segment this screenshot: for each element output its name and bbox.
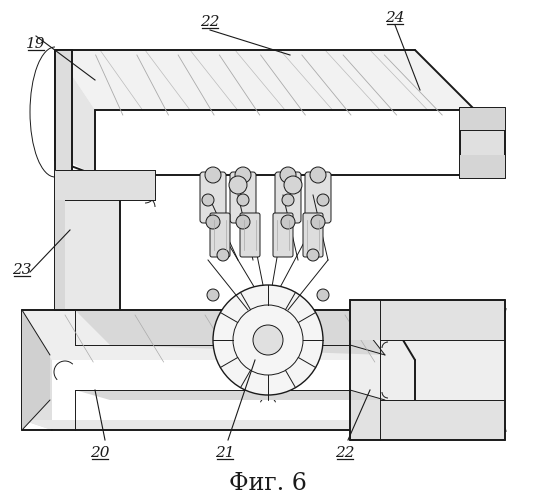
Text: 22: 22 bbox=[200, 15, 220, 29]
Circle shape bbox=[235, 167, 251, 183]
FancyBboxPatch shape bbox=[200, 172, 226, 223]
Polygon shape bbox=[22, 420, 415, 430]
Text: Фиг. 6: Фиг. 6 bbox=[229, 472, 307, 496]
Polygon shape bbox=[22, 310, 52, 430]
FancyBboxPatch shape bbox=[230, 172, 256, 223]
Polygon shape bbox=[55, 175, 120, 310]
Polygon shape bbox=[350, 300, 505, 440]
Text: 23: 23 bbox=[12, 263, 32, 277]
Polygon shape bbox=[55, 50, 95, 175]
Polygon shape bbox=[460, 108, 505, 130]
Polygon shape bbox=[55, 170, 155, 200]
Text: 20: 20 bbox=[90, 446, 110, 460]
Circle shape bbox=[217, 249, 229, 261]
Circle shape bbox=[205, 167, 221, 183]
Circle shape bbox=[207, 289, 219, 301]
Circle shape bbox=[310, 167, 326, 183]
Text: 24: 24 bbox=[385, 11, 405, 25]
Circle shape bbox=[281, 215, 295, 229]
Circle shape bbox=[237, 194, 249, 206]
Polygon shape bbox=[75, 390, 385, 400]
Circle shape bbox=[317, 289, 329, 301]
Text: 19: 19 bbox=[26, 37, 46, 51]
Circle shape bbox=[213, 285, 323, 395]
Polygon shape bbox=[350, 400, 505, 440]
Polygon shape bbox=[55, 50, 475, 110]
Circle shape bbox=[280, 167, 296, 183]
Circle shape bbox=[311, 215, 325, 229]
Polygon shape bbox=[55, 50, 72, 175]
Circle shape bbox=[206, 215, 220, 229]
Circle shape bbox=[284, 176, 302, 194]
FancyBboxPatch shape bbox=[305, 172, 331, 223]
Polygon shape bbox=[350, 300, 505, 340]
Text: 21: 21 bbox=[215, 446, 235, 460]
FancyBboxPatch shape bbox=[240, 213, 260, 257]
Polygon shape bbox=[75, 310, 385, 355]
Circle shape bbox=[236, 215, 250, 229]
Polygon shape bbox=[460, 108, 505, 178]
Text: 22: 22 bbox=[335, 446, 355, 460]
FancyBboxPatch shape bbox=[210, 213, 230, 257]
Polygon shape bbox=[22, 310, 50, 430]
Circle shape bbox=[202, 194, 214, 206]
Circle shape bbox=[307, 249, 319, 261]
Circle shape bbox=[229, 176, 247, 194]
Polygon shape bbox=[55, 200, 65, 310]
FancyBboxPatch shape bbox=[275, 172, 301, 223]
Circle shape bbox=[317, 194, 329, 206]
Circle shape bbox=[253, 325, 283, 355]
Polygon shape bbox=[22, 310, 415, 360]
Circle shape bbox=[282, 194, 294, 206]
Polygon shape bbox=[460, 155, 505, 178]
FancyBboxPatch shape bbox=[273, 213, 293, 257]
FancyBboxPatch shape bbox=[303, 213, 323, 257]
